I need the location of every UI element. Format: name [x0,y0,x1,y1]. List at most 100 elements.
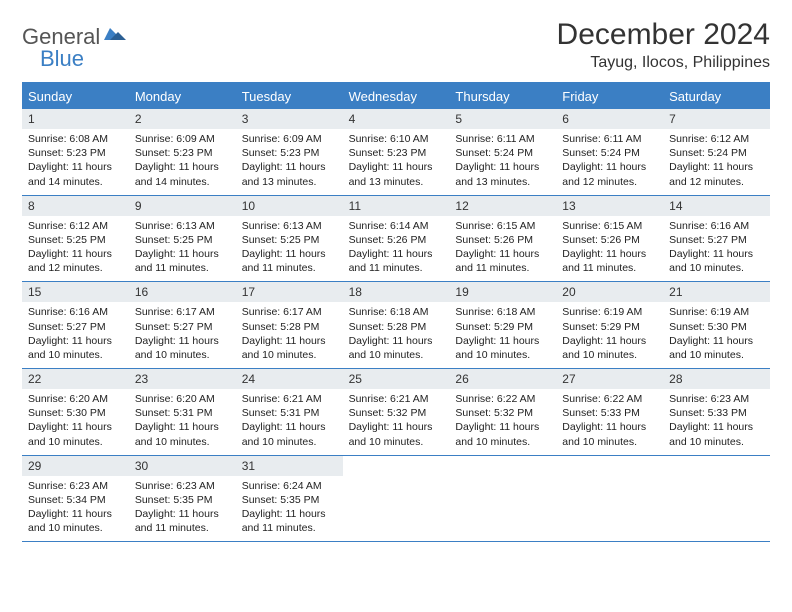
day-cell: 22Sunrise: 6:20 AMSunset: 5:30 PMDayligh… [22,369,129,455]
week-row: 29Sunrise: 6:23 AMSunset: 5:34 PMDayligh… [22,456,770,543]
dow-tue: Tuesday [236,84,343,109]
day-body: Sunrise: 6:24 AMSunset: 5:35 PMDaylight:… [236,476,343,542]
day-body: Sunrise: 6:12 AMSunset: 5:25 PMDaylight:… [22,216,129,282]
calendar: Sunday Monday Tuesday Wednesday Thursday… [22,82,770,542]
day-body: Sunrise: 6:15 AMSunset: 5:26 PMDaylight:… [449,216,556,282]
dow-sun: Sunday [22,84,129,109]
day-body: Sunrise: 6:13 AMSunset: 5:25 PMDaylight:… [129,216,236,282]
day-body: Sunrise: 6:13 AMSunset: 5:25 PMDaylight:… [236,216,343,282]
week-row: 1Sunrise: 6:08 AMSunset: 5:23 PMDaylight… [22,109,770,196]
day-body: Sunrise: 6:11 AMSunset: 5:24 PMDaylight:… [556,129,663,195]
day-number: 26 [449,369,556,389]
day-body: Sunrise: 6:17 AMSunset: 5:28 PMDaylight:… [236,302,343,368]
day-number: 16 [129,282,236,302]
day-cell: 5Sunrise: 6:11 AMSunset: 5:24 PMDaylight… [449,109,556,195]
empty-cell [449,456,556,542]
day-number: 15 [22,282,129,302]
location: Tayug, Ilocos, Philippines [557,54,770,72]
week-row: 8Sunrise: 6:12 AMSunset: 5:25 PMDaylight… [22,196,770,283]
dow-thu: Thursday [449,84,556,109]
day-number: 24 [236,369,343,389]
day-number: 1 [22,109,129,129]
day-number: 17 [236,282,343,302]
day-cell: 21Sunrise: 6:19 AMSunset: 5:30 PMDayligh… [663,282,770,368]
dow-sat: Saturday [663,84,770,109]
empty-cell [343,456,450,542]
day-cell: 25Sunrise: 6:21 AMSunset: 5:32 PMDayligh… [343,369,450,455]
day-cell: 11Sunrise: 6:14 AMSunset: 5:26 PMDayligh… [343,196,450,282]
day-body: Sunrise: 6:11 AMSunset: 5:24 PMDaylight:… [449,129,556,195]
day-cell: 1Sunrise: 6:08 AMSunset: 5:23 PMDaylight… [22,109,129,195]
day-number: 9 [129,196,236,216]
weeks-container: 1Sunrise: 6:08 AMSunset: 5:23 PMDaylight… [22,109,770,542]
day-body: Sunrise: 6:21 AMSunset: 5:32 PMDaylight:… [343,389,450,455]
day-body: Sunrise: 6:18 AMSunset: 5:29 PMDaylight:… [449,302,556,368]
day-number: 13 [556,196,663,216]
dow-wed: Wednesday [343,84,450,109]
day-body: Sunrise: 6:09 AMSunset: 5:23 PMDaylight:… [236,129,343,195]
day-cell: 2Sunrise: 6:09 AMSunset: 5:23 PMDaylight… [129,109,236,195]
day-number: 30 [129,456,236,476]
day-body: Sunrise: 6:18 AMSunset: 5:28 PMDaylight:… [343,302,450,368]
day-cell: 17Sunrise: 6:17 AMSunset: 5:28 PMDayligh… [236,282,343,368]
day-cell: 13Sunrise: 6:15 AMSunset: 5:26 PMDayligh… [556,196,663,282]
dow-row: Sunday Monday Tuesday Wednesday Thursday… [22,84,770,109]
day-number: 10 [236,196,343,216]
day-number: 19 [449,282,556,302]
day-number: 12 [449,196,556,216]
week-row: 22Sunrise: 6:20 AMSunset: 5:30 PMDayligh… [22,369,770,456]
day-number: 25 [343,369,450,389]
day-body: Sunrise: 6:23 AMSunset: 5:35 PMDaylight:… [129,476,236,542]
day-body: Sunrise: 6:10 AMSunset: 5:23 PMDaylight:… [343,129,450,195]
header: General December 2024 Tayug, Ilocos, Phi… [22,18,770,72]
day-cell: 8Sunrise: 6:12 AMSunset: 5:25 PMDaylight… [22,196,129,282]
day-number: 22 [22,369,129,389]
brand-blue-row: Blue [40,46,84,72]
day-number: 28 [663,369,770,389]
day-body: Sunrise: 6:19 AMSunset: 5:30 PMDaylight:… [663,302,770,368]
day-cell: 6Sunrise: 6:11 AMSunset: 5:24 PMDaylight… [556,109,663,195]
day-cell: 20Sunrise: 6:19 AMSunset: 5:29 PMDayligh… [556,282,663,368]
day-body: Sunrise: 6:16 AMSunset: 5:27 PMDaylight:… [22,302,129,368]
day-number: 7 [663,109,770,129]
day-number: 8 [22,196,129,216]
day-cell: 30Sunrise: 6:23 AMSunset: 5:35 PMDayligh… [129,456,236,542]
day-number: 3 [236,109,343,129]
empty-cell [663,456,770,542]
day-cell: 16Sunrise: 6:17 AMSunset: 5:27 PMDayligh… [129,282,236,368]
day-cell: 14Sunrise: 6:16 AMSunset: 5:27 PMDayligh… [663,196,770,282]
day-number: 20 [556,282,663,302]
day-cell: 15Sunrise: 6:16 AMSunset: 5:27 PMDayligh… [22,282,129,368]
month-title: December 2024 [557,18,770,52]
day-body: Sunrise: 6:19 AMSunset: 5:29 PMDaylight:… [556,302,663,368]
day-number: 2 [129,109,236,129]
day-cell: 10Sunrise: 6:13 AMSunset: 5:25 PMDayligh… [236,196,343,282]
day-body: Sunrise: 6:12 AMSunset: 5:24 PMDaylight:… [663,129,770,195]
day-number: 4 [343,109,450,129]
empty-cell [556,456,663,542]
day-body: Sunrise: 6:17 AMSunset: 5:27 PMDaylight:… [129,302,236,368]
day-number: 11 [343,196,450,216]
day-cell: 24Sunrise: 6:21 AMSunset: 5:31 PMDayligh… [236,369,343,455]
day-cell: 19Sunrise: 6:18 AMSunset: 5:29 PMDayligh… [449,282,556,368]
day-body: Sunrise: 6:09 AMSunset: 5:23 PMDaylight:… [129,129,236,195]
day-number: 23 [129,369,236,389]
day-number: 14 [663,196,770,216]
day-number: 29 [22,456,129,476]
day-number: 6 [556,109,663,129]
day-number: 31 [236,456,343,476]
day-cell: 12Sunrise: 6:15 AMSunset: 5:26 PMDayligh… [449,196,556,282]
day-body: Sunrise: 6:08 AMSunset: 5:23 PMDaylight:… [22,129,129,195]
calendar-page: General December 2024 Tayug, Ilocos, Phi… [0,0,792,560]
day-number: 5 [449,109,556,129]
title-block: December 2024 Tayug, Ilocos, Philippines [557,18,770,72]
day-number: 27 [556,369,663,389]
day-cell: 18Sunrise: 6:18 AMSunset: 5:28 PMDayligh… [343,282,450,368]
day-body: Sunrise: 6:20 AMSunset: 5:31 PMDaylight:… [129,389,236,455]
day-cell: 29Sunrise: 6:23 AMSunset: 5:34 PMDayligh… [22,456,129,542]
day-cell: 4Sunrise: 6:10 AMSunset: 5:23 PMDaylight… [343,109,450,195]
day-cell: 7Sunrise: 6:12 AMSunset: 5:24 PMDaylight… [663,109,770,195]
day-body: Sunrise: 6:23 AMSunset: 5:33 PMDaylight:… [663,389,770,455]
day-cell: 27Sunrise: 6:22 AMSunset: 5:33 PMDayligh… [556,369,663,455]
day-number: 18 [343,282,450,302]
